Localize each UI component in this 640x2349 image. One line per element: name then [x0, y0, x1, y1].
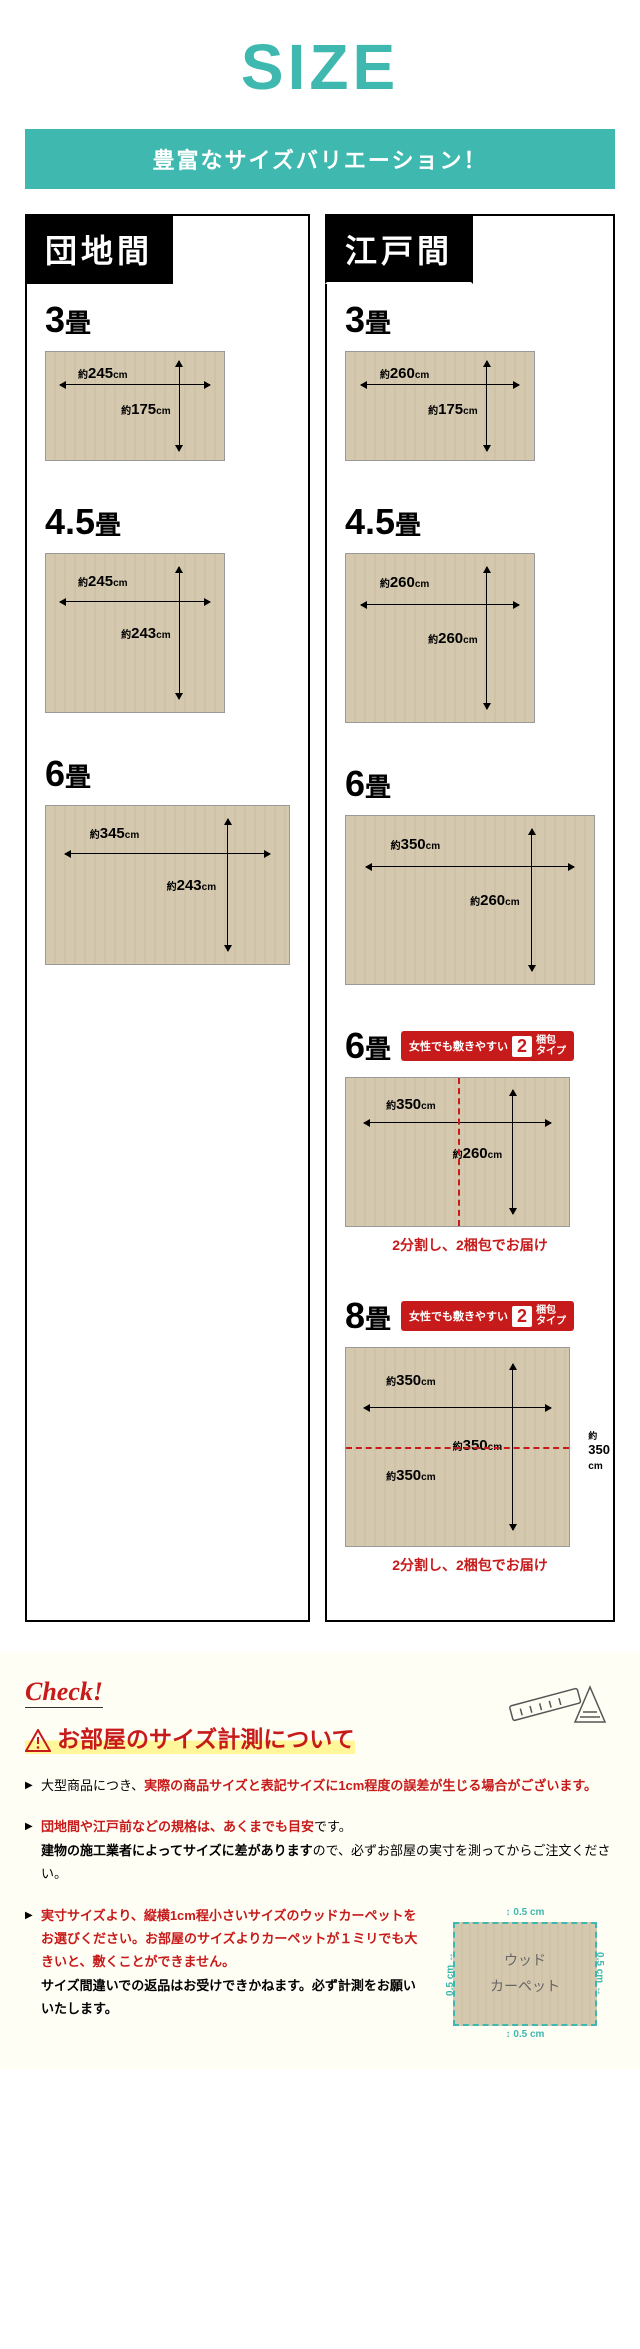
- mat-diagram: 約260cm 約175cm: [345, 351, 535, 461]
- mat-diagram: 約245cm 約175cm: [45, 351, 225, 461]
- warning-icon: [25, 1729, 51, 1753]
- size-item: 6畳 約350cm 約260cm: [327, 748, 613, 1010]
- height-label: 約243cm: [167, 877, 216, 894]
- height-label: 約175cm: [428, 401, 477, 418]
- mat-diagram: 約245cm 約243cm: [45, 553, 225, 713]
- height-label: 約175cm: [121, 401, 170, 418]
- mat-diagram: 約260cm 約260cm: [345, 553, 535, 723]
- column-header: 団地間: [25, 214, 173, 284]
- width-label: 約350cm: [386, 1096, 435, 1113]
- mat-diagram: 約350cm 約350cm約350cm: [345, 1347, 570, 1547]
- height-label: 約260cm: [428, 630, 477, 647]
- carpet-diagram: ウッドカーペット ↕ 0.5 cm ↕ 0.5 cm 0.5 cm ↔ 0.5 …: [435, 1904, 615, 2044]
- tatami-label: 6畳: [345, 763, 595, 805]
- check-section: Check! お部屋のサイズ計測について 大型商品につき、実際の商品サイズと表記…: [0, 1652, 640, 2069]
- check-title: お部屋のサイズ計測について: [25, 1720, 355, 1754]
- subtitle: 豊富なサイズバリエーション！: [25, 129, 615, 189]
- size-item: 6畳 約345cm 約243cm: [27, 738, 308, 990]
- width-label: 約260cm: [380, 574, 429, 591]
- header: SIZE: [0, 0, 640, 119]
- mat-diagram: 約345cm 約243cm: [45, 805, 290, 965]
- size-item: 4.5畳 約245cm 約243cm: [27, 486, 308, 738]
- size-column: 江戸間3畳 約260cm 約175cm4.5畳 約260cm 約260cm6畳 …: [325, 214, 615, 1622]
- check-list: 大型商品につき、実際の商品サイズと表記サイズに1cm程度の誤差が生じる場合がござ…: [25, 1774, 615, 2021]
- width-label: 約345cm: [90, 825, 139, 842]
- size-item: 3畳 約260cm 約175cm: [327, 284, 613, 486]
- width-label: 約260cm: [380, 365, 429, 382]
- height-label: 約260cm: [470, 892, 519, 909]
- size-title: SIZE: [0, 30, 640, 104]
- tatami-label: 3畳: [45, 299, 290, 341]
- tatami-label: 4.5畳: [345, 501, 595, 543]
- check-point: ウッドカーペット ↕ 0.5 cm ↕ 0.5 cm 0.5 cm ↔ 0.5 …: [25, 1904, 615, 2021]
- tatami-label: 3畳: [345, 299, 595, 341]
- tatami-label: 4.5畳: [45, 501, 290, 543]
- split-note: 2分割し、2梱包でお届け: [345, 1235, 595, 1255]
- height-label: 約350cm: [453, 1437, 502, 1454]
- size-item: 8畳女性でも敷きやすい2梱包タイプ 約350cm 約350cm約350cm約35…: [327, 1280, 613, 1600]
- size-item: 6畳女性でも敷きやすい2梱包タイプ 約350cm 約260cm 2分割し、2梱包で…: [327, 1010, 613, 1280]
- split-note: 2分割し、2梱包でお届け: [345, 1555, 595, 1575]
- tatami-label: 6畳女性でも敷きやすい2梱包タイプ: [345, 1025, 595, 1067]
- mat-diagram: 約350cm 約260cm: [345, 815, 595, 985]
- size-column: 団地間3畳 約245cm 約175cm4.5畳 約245cm 約243cm6畳 …: [25, 214, 310, 1622]
- tatami-label: 6畳: [45, 753, 290, 795]
- width-label: 約350cm: [386, 1372, 435, 1389]
- height-label: 約243cm: [121, 625, 170, 642]
- width-label: 約245cm: [78, 573, 127, 590]
- column-header: 江戸間: [325, 214, 473, 284]
- check-point: 団地間や江戸前などの規格は、あくまでも目安です。建物の施工業者によってサイズに差…: [25, 1815, 615, 1885]
- size-columns: 団地間3畳 約245cm 約175cm4.5畳 約245cm 約243cm6畳 …: [0, 214, 640, 1622]
- height-label: 約260cm: [453, 1145, 502, 1162]
- tatami-label: 8畳女性でも敷きやすい2梱包タイプ: [345, 1295, 595, 1337]
- width-label: 約245cm: [78, 365, 127, 382]
- package-badge: 女性でも敷きやすい2梱包タイプ: [401, 1031, 574, 1061]
- mat-diagram: 約350cm 約260cm: [345, 1077, 570, 1227]
- width-label: 約350cm: [391, 836, 440, 853]
- size-item: 4.5畳 約260cm 約260cm: [327, 486, 613, 748]
- ruler-icon: [500, 1667, 610, 1737]
- package-badge: 女性でも敷きやすい2梱包タイプ: [401, 1301, 574, 1331]
- check-label: Check!: [25, 1677, 103, 1708]
- size-item: 3畳 約245cm 約175cm: [27, 284, 308, 486]
- check-point: 大型商品につき、実際の商品サイズと表記サイズに1cm程度の誤差が生じる場合がござ…: [25, 1774, 615, 1797]
